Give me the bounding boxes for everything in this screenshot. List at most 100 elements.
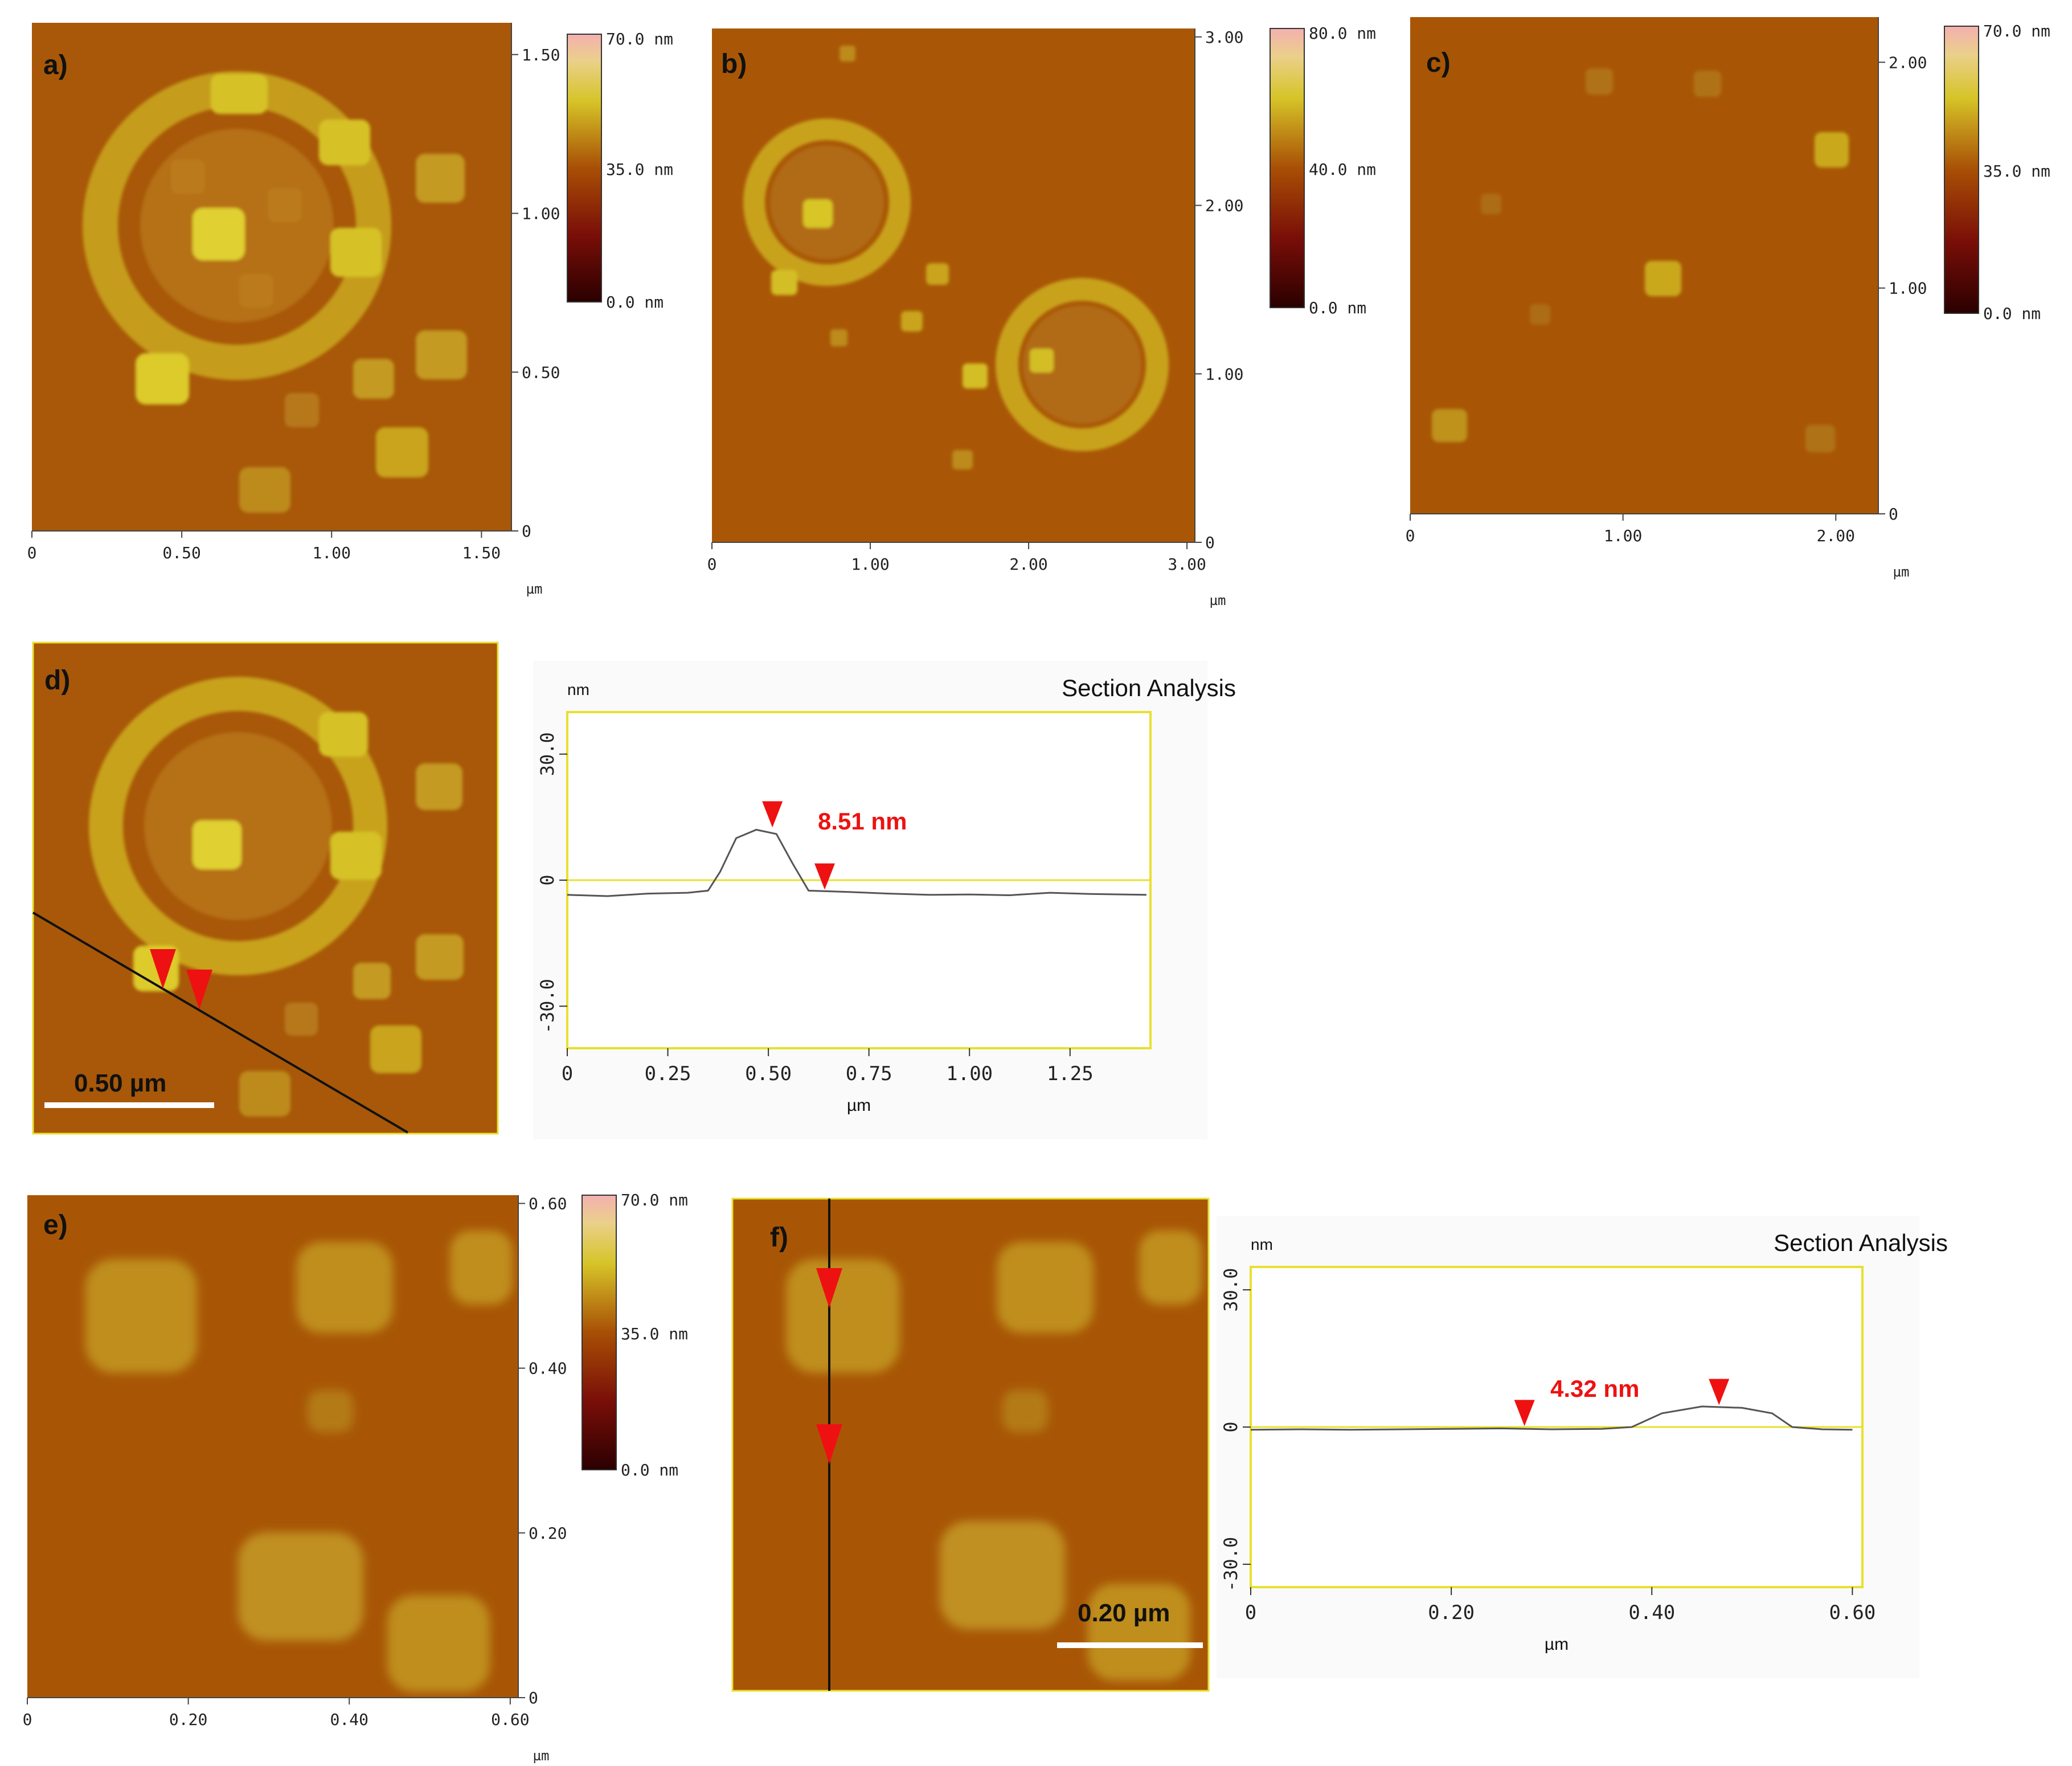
x-tick-label-b: 3.00 (1168, 555, 1206, 574)
section-plot-d-x-tick-label: 0 (562, 1062, 573, 1085)
y-tick-label-a: 1.50 (522, 46, 560, 64)
scale-bar-label-f: 0.20 µm (1078, 1599, 1170, 1627)
colorbar-e (582, 1195, 617, 1470)
colorbar-mid-b: 40.0 nm (1309, 160, 1376, 179)
axis-unit-c: µm (1893, 564, 1910, 580)
section-plot-d-x-tick-label: 1.00 (946, 1062, 993, 1085)
colorbar-min-a: 0.0 nm (606, 293, 664, 312)
ring-structures-b (743, 46, 1169, 469)
section-plot-f-y-tick-label: 30.0 (1220, 1268, 1242, 1312)
axis-unit-e: µm (533, 1748, 550, 1764)
x-tick-label-e: 0.40 (330, 1710, 368, 1729)
y-tick-label-e: 0 (529, 1689, 538, 1707)
section-plot-d-marker-2 (814, 863, 835, 890)
ring-structure-d (89, 677, 464, 1117)
section-plot-f-title: Section Analysis (1774, 1229, 1948, 1256)
y-tick-label-b: 3.00 (1205, 28, 1243, 47)
section-line-d (32, 911, 409, 1134)
section-marker-f-2 (816, 1424, 842, 1464)
panel-label-b: b) (721, 49, 747, 79)
section-plot-d-x-tick-label: 0.25 (645, 1062, 691, 1085)
x-tick-label-c: 2.00 (1817, 526, 1855, 545)
section-plot-d-profile-line (567, 828, 1146, 897)
panel-label-a: a) (43, 50, 68, 80)
section-annotation-f: 4.32 nm (1550, 1375, 1639, 1402)
x-tick-label-a: 0.50 (162, 543, 200, 562)
y-tick-label-c: 2.00 (1889, 53, 1927, 72)
colorbar-b (1270, 28, 1305, 308)
x-tick-label-c: 0 (1406, 526, 1415, 545)
x-tick-label-e: 0.60 (491, 1710, 529, 1729)
section-plot-d: Section Analysis nm 30.0 0 -30.0 0 0.25 0.50 0.7… (533, 661, 1236, 1139)
y-tick-label-c: 1.00 (1889, 279, 1927, 298)
section-marker-d-2 (186, 970, 212, 1009)
section-plot-d-y-tick-label: -30.0 (537, 979, 558, 1033)
y-tick-label-e: 0.20 (529, 1524, 567, 1543)
panel-e (27, 1195, 518, 1698)
section-plot-d-y-unit: nm (567, 681, 589, 698)
panel-b (712, 28, 1195, 542)
section-plot-d-x-tick-label: 0.75 (846, 1062, 892, 1085)
scale-bar-label-d: 0.50 µm (74, 1069, 166, 1097)
y-tick-label-b: 1.00 (1205, 365, 1243, 383)
section-plot-f-y-tick-label: 0 (1220, 1421, 1242, 1432)
section-plot-d-y-tick-label: 30.0 (537, 732, 558, 776)
colorbar-min-b: 0.0 nm (1309, 299, 1366, 317)
colorbar-mid-a: 35.0 nm (606, 160, 673, 179)
section-plot-f-x-tick-label: 0 (1245, 1601, 1256, 1624)
section-plot-d-title: Section Analysis (1062, 674, 1236, 701)
section-plot-f-y-unit: nm (1251, 1236, 1273, 1253)
axis-unit-b: µm (1210, 592, 1226, 608)
section-plot-f-x-unit: µm (1545, 1635, 1569, 1654)
panel-c (1410, 17, 1878, 514)
panel-label-f: f) (770, 1223, 788, 1253)
colorbar-min-e: 0.0 nm (621, 1461, 678, 1479)
section-plot-f-marker-1 (1514, 1400, 1535, 1426)
x-tick-label-a: 0 (27, 543, 37, 562)
x-tick-label-b: 2.00 (1009, 555, 1047, 574)
section-plot-d-y-tick-label: 0 (537, 874, 558, 885)
x-tick-label-a: 1.00 (313, 543, 351, 562)
section-marker-d-1 (150, 949, 176, 989)
section-marker-f-1 (816, 1268, 842, 1308)
afm-image-c (1410, 17, 1878, 514)
particles-c (1432, 68, 1849, 452)
section-plot-f-marker-2 (1709, 1379, 1730, 1405)
colorbar-max-c: 70.0 nm (1983, 22, 2050, 40)
y-tick-label-a: 0 (522, 522, 531, 541)
colorbar-max-b: 80.0 nm (1309, 24, 1376, 43)
panel-label-d: d) (44, 665, 70, 696)
section-plot-d-x-tick-label: 1.25 (1047, 1062, 1094, 1085)
y-tick-label-b: 0 (1205, 533, 1215, 552)
panel-label-e: e) (43, 1210, 68, 1240)
colorbar-a (567, 34, 602, 302)
section-plot-d-x-tick-label: 0.50 (745, 1062, 792, 1085)
axis-unit-a: µm (526, 581, 543, 597)
y-tick-label-a: 0.50 (522, 363, 560, 382)
y-tick-label-e: 0.40 (529, 1359, 567, 1378)
x-tick-label-b: 0 (707, 555, 717, 574)
panel-a (32, 23, 511, 531)
colorbar-c (1944, 26, 1979, 314)
panel-d (32, 641, 499, 1135)
x-tick-label-a: 1.50 (462, 543, 501, 562)
section-plot-f-profile-line (1250, 1405, 1853, 1431)
section-plot-d-x-unit: µm (847, 1096, 871, 1115)
particles-e (85, 1231, 513, 1692)
x-tick-label-c: 1.00 (1604, 526, 1642, 545)
section-plot-f-x-tick-label: 0.60 (1829, 1601, 1876, 1624)
colorbar-max-a: 70.0 nm (606, 30, 673, 48)
colorbar-mid-c: 35.0 nm (1983, 162, 2050, 181)
y-tick-label-a: 1.00 (522, 205, 560, 223)
colorbar-min-c: 0.0 nm (1983, 304, 2041, 323)
particles-f (786, 1231, 1202, 1681)
x-tick-label-b: 1.00 (851, 555, 889, 574)
section-plot-f-y-tick-label: -30.0 (1220, 1537, 1242, 1592)
colorbar-mid-e: 35.0 nm (621, 1324, 688, 1343)
section-plot-d-marker-1 (762, 801, 783, 828)
section-annotation-d: 8.51 nm (818, 808, 907, 835)
y-tick-label-b: 2.00 (1205, 197, 1243, 215)
x-tick-label-e: 0 (23, 1710, 32, 1729)
